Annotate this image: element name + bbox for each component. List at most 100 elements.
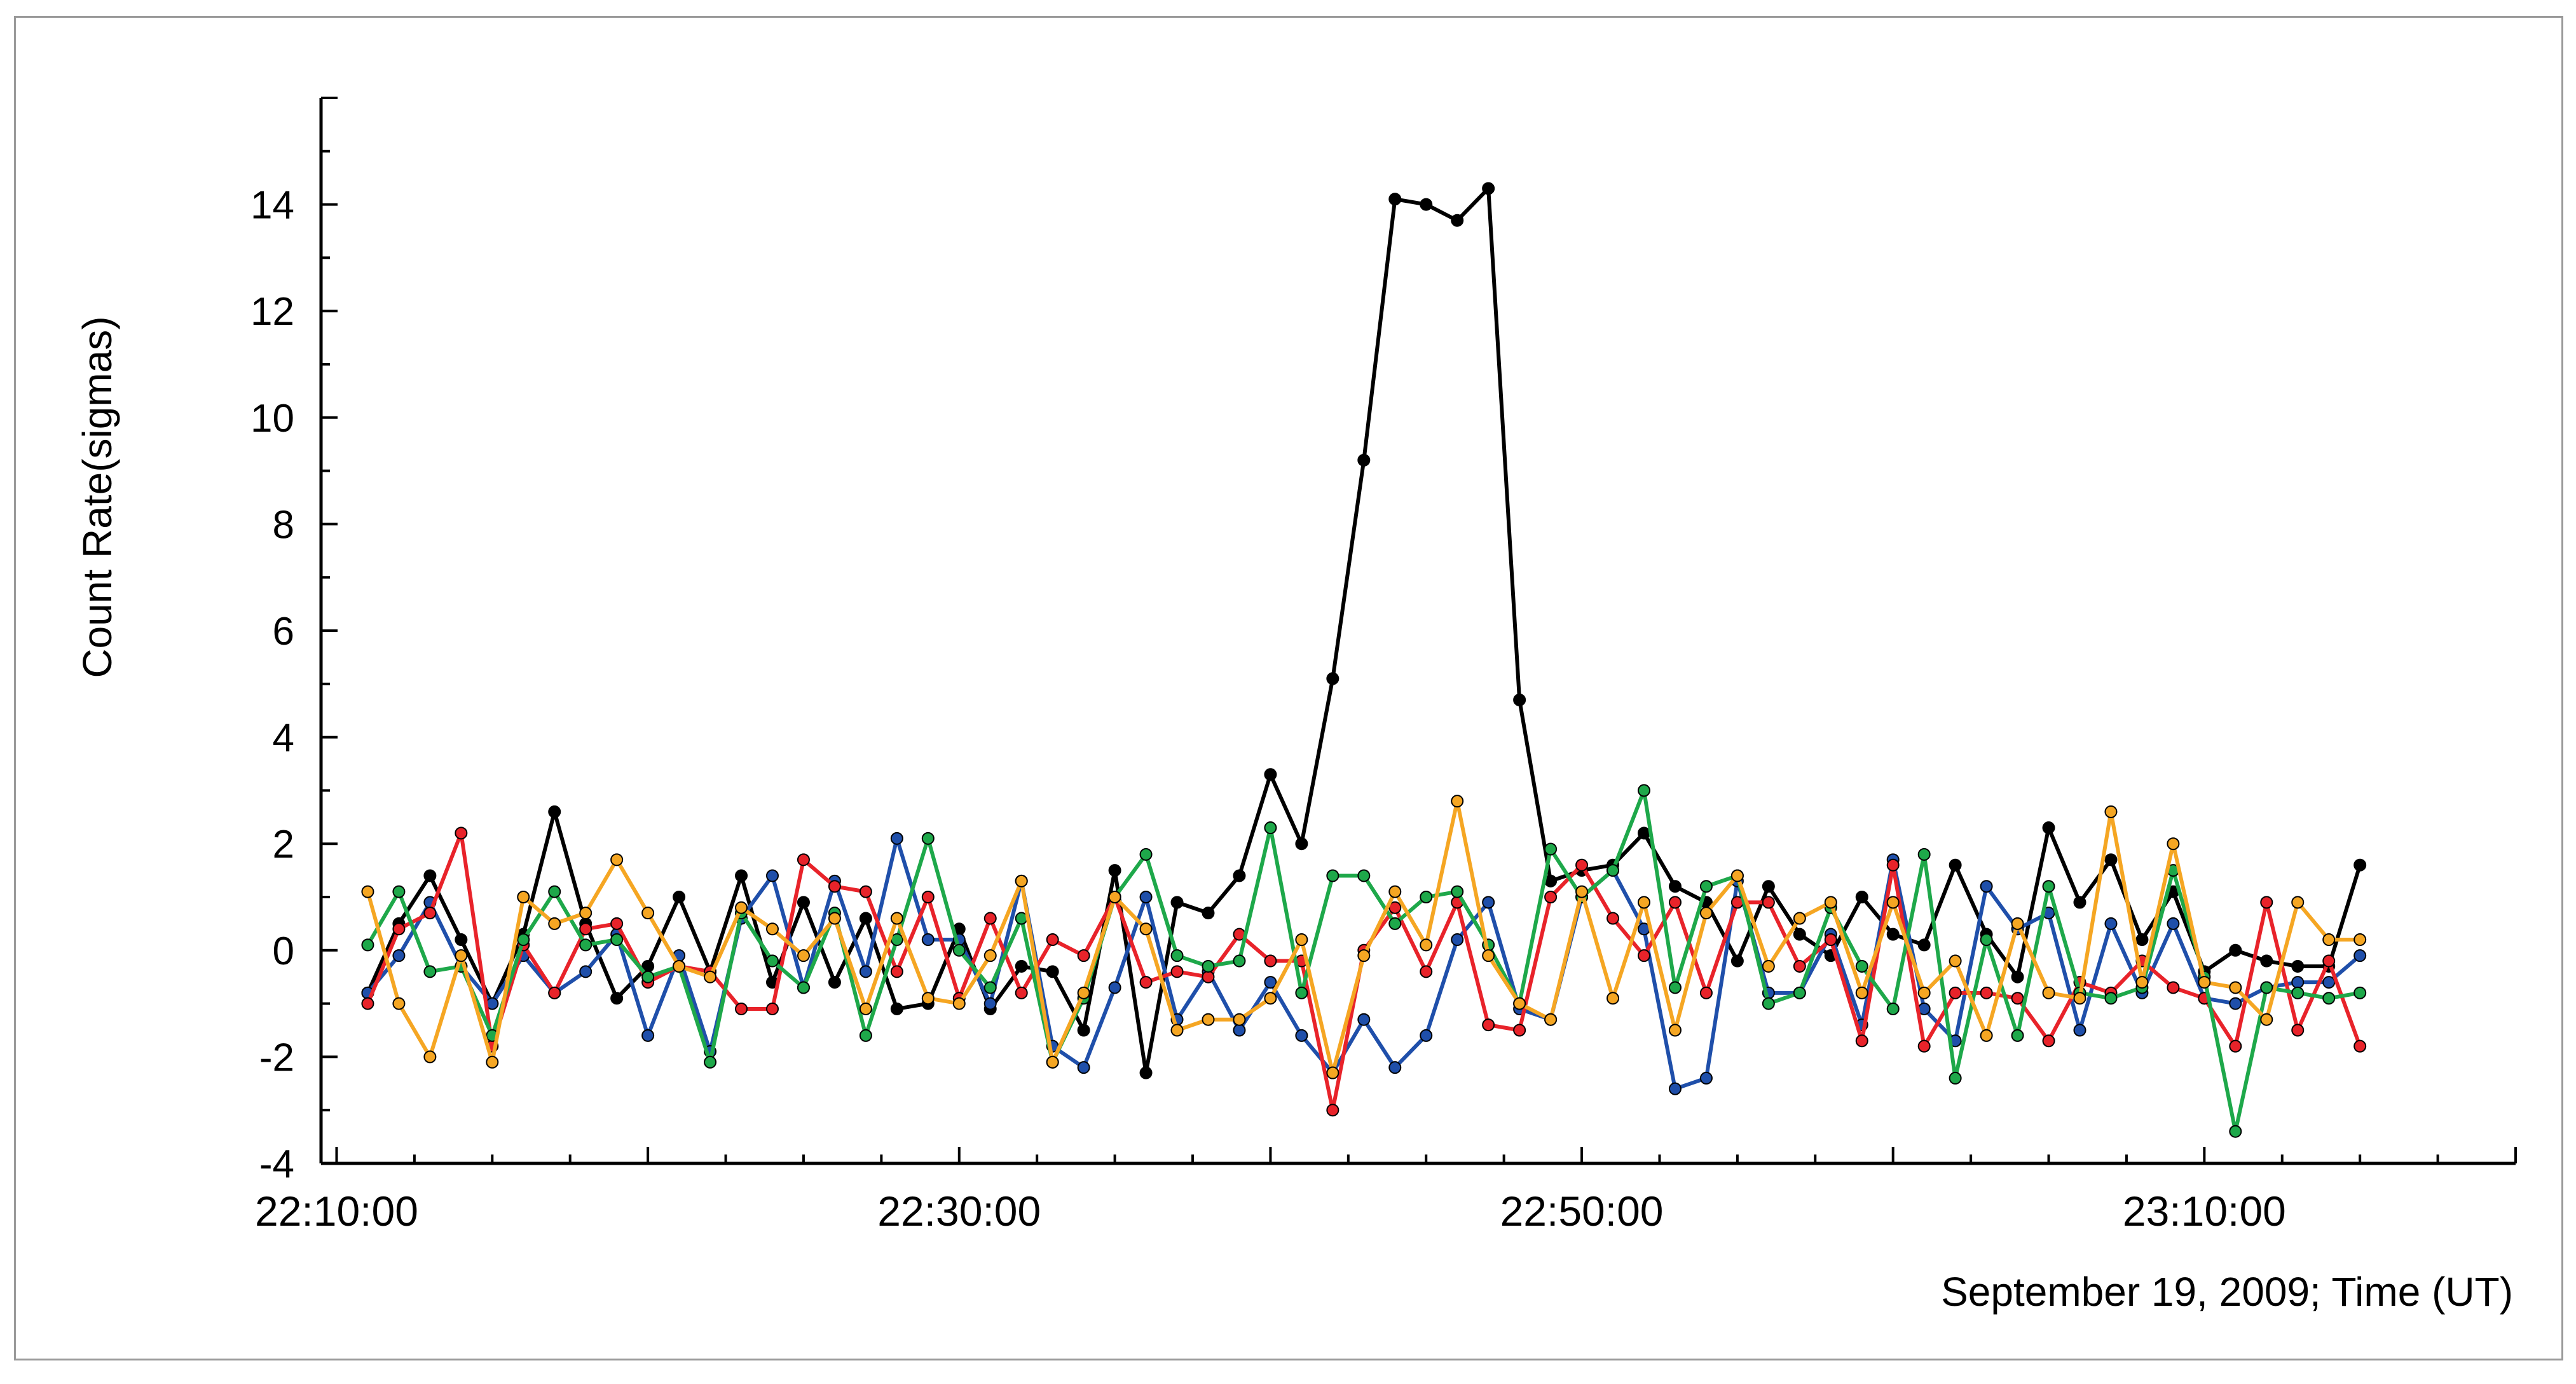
data-point (1513, 693, 1526, 706)
y-tick-label: -2 (259, 1036, 294, 1079)
data-point (1108, 864, 1121, 877)
data-point (1264, 821, 1277, 835)
data-point (1668, 880, 1682, 893)
data-point (2291, 1024, 2305, 1037)
data-point (1451, 933, 1464, 947)
data-point (765, 954, 779, 968)
data-point (1668, 1024, 1682, 1037)
data-point (1139, 891, 1153, 903)
data-point (1420, 198, 1433, 211)
data-point (1699, 880, 1713, 893)
data-point (921, 933, 935, 947)
data-point (1077, 949, 1090, 963)
data-point (610, 853, 624, 867)
data-point (1357, 949, 1371, 963)
data-point (423, 965, 437, 978)
data-point (890, 1002, 903, 1015)
data-point (1420, 965, 1433, 978)
series-1 (361, 182, 2367, 1079)
data-point (797, 896, 810, 909)
data-point (641, 1029, 655, 1042)
data-point (2229, 1125, 2242, 1138)
data-point (2104, 805, 2118, 818)
data-point (1357, 453, 1371, 467)
data-point (1264, 954, 1277, 968)
data-point (1793, 928, 1806, 941)
data-point (1544, 891, 1558, 903)
data-point (392, 997, 406, 1010)
data-point (361, 938, 374, 952)
data-point (548, 805, 561, 818)
data-point (1170, 1024, 1184, 1037)
data-point (2011, 992, 2024, 1005)
data-point (1513, 997, 1526, 1010)
data-point (1202, 907, 1215, 920)
data-point (1326, 672, 1339, 685)
data-point (1668, 896, 1682, 909)
data-point (1015, 986, 1028, 999)
data-point (735, 869, 748, 882)
data-point (1949, 954, 1962, 968)
data-point (1980, 1029, 1993, 1042)
data-point (1482, 949, 1495, 963)
data-point (797, 981, 810, 994)
data-point (1202, 1013, 1215, 1026)
data-point (1699, 1071, 1713, 1085)
data-point (859, 885, 872, 898)
data-point (548, 917, 561, 930)
data-point (1886, 928, 1900, 941)
data-point (1824, 896, 1837, 909)
data-point (797, 949, 810, 963)
data-point (455, 949, 468, 963)
data-point (1513, 1024, 1526, 1037)
y-tick-label: 2 (273, 823, 294, 867)
y-tick-label: 8 (273, 503, 294, 547)
y-tick-label: 12 (250, 290, 294, 334)
data-point (1762, 880, 1775, 893)
data-point (1077, 1024, 1090, 1037)
data-point (2042, 821, 2055, 835)
data-point (1077, 1061, 1090, 1074)
data-point (1264, 976, 1277, 989)
data-point (921, 992, 935, 1005)
data-point (1202, 970, 1215, 983)
data-point (704, 1055, 717, 1069)
data-point (1668, 1082, 1682, 1095)
data-point (610, 933, 624, 947)
data-point (2167, 981, 2180, 994)
data-point (361, 997, 374, 1010)
data-point (2353, 1039, 2367, 1053)
data-point (1886, 858, 1900, 872)
data-point (1202, 959, 1215, 973)
data-point (983, 949, 997, 963)
data-point (1824, 933, 1837, 947)
data-point (2073, 992, 2086, 1005)
data-point (2104, 917, 2118, 930)
data-point (1108, 981, 1121, 994)
data-point (2260, 981, 2273, 994)
data-point (579, 938, 593, 952)
data-point (1980, 986, 1993, 999)
data-point (1607, 992, 1620, 1005)
data-point (983, 981, 997, 994)
data-point (2353, 986, 2367, 999)
data-point (1170, 949, 1184, 963)
data-point (1949, 1071, 1962, 1085)
data-point (1295, 1029, 1308, 1042)
data-point (1451, 885, 1464, 898)
data-point (1699, 907, 1713, 920)
data-point (1295, 837, 1308, 851)
data-point (1855, 1034, 1868, 1048)
data-point (952, 997, 966, 1010)
data-point (423, 869, 437, 882)
data-point (2135, 933, 2149, 947)
data-point (1326, 1066, 1339, 1079)
data-point (1139, 847, 1153, 861)
data-point (1233, 1013, 1246, 1026)
data-point (952, 943, 966, 957)
data-point (1233, 954, 1246, 968)
data-point (2042, 1034, 2055, 1048)
data-point (1170, 965, 1184, 978)
data-point (828, 880, 841, 893)
data-point (1388, 1061, 1402, 1074)
